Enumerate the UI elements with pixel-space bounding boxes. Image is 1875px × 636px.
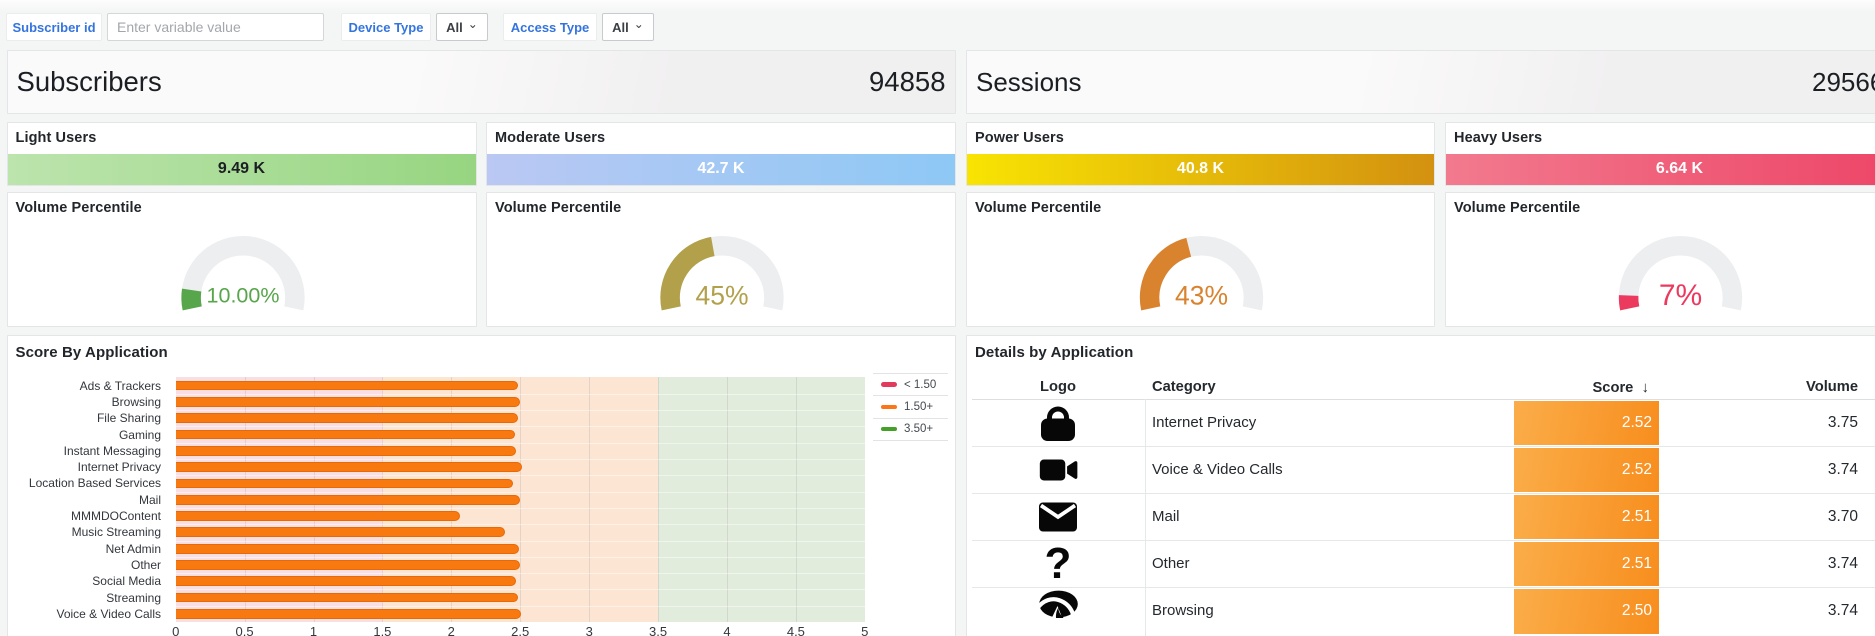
svg-text:7%: 7% [1659, 279, 1702, 312]
svg-text:10.00%: 10.00% [206, 283, 279, 307]
svg-text:43%: 43% [1175, 280, 1228, 310]
svg-text:45%: 45% [695, 280, 748, 310]
